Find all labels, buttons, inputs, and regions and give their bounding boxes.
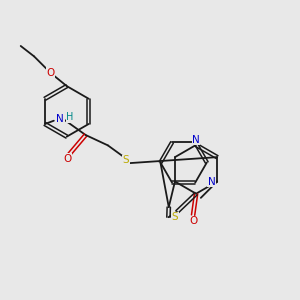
Text: O: O (64, 154, 72, 164)
Text: S: S (122, 155, 129, 165)
Text: S: S (172, 212, 178, 222)
Text: N: N (192, 135, 200, 145)
Text: N: N (208, 176, 216, 187)
Text: O: O (189, 216, 197, 226)
Text: H: H (66, 112, 74, 122)
Text: O: O (46, 68, 55, 78)
Text: N: N (56, 114, 64, 124)
